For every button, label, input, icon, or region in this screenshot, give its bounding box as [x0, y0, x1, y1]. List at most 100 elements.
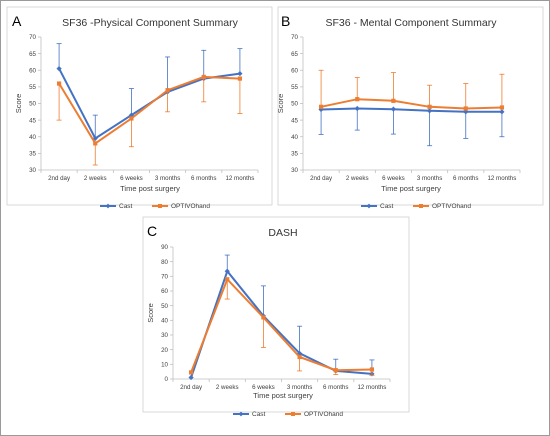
y-tick-label: 55 — [291, 84, 298, 91]
legend-marker — [291, 412, 295, 416]
data-point-marker — [129, 116, 134, 121]
data-point-marker — [296, 350, 303, 356]
legend: Cast OPTIVOhand — [100, 203, 210, 210]
data-point-marker — [333, 368, 338, 373]
data-point-marker — [297, 354, 302, 360]
legend-label: Cast — [119, 203, 133, 210]
legend: Cast OPTIVOhand — [361, 203, 471, 210]
y-tick-label: 50 — [161, 303, 168, 310]
x-tick-label: 2nd day — [48, 175, 71, 182]
panel-letter: C — [147, 223, 157, 239]
data-point-marker — [93, 141, 98, 146]
series-line — [321, 107, 502, 113]
data-point-marker — [224, 268, 230, 274]
panel-frame — [6, 6, 273, 206]
x-tick-label: 6 months — [323, 384, 348, 391]
data-point-marker — [391, 98, 396, 103]
data-point-marker — [463, 106, 468, 111]
panel-frame — [142, 216, 410, 413]
x-axis-label: Time post surgery — [381, 184, 441, 193]
y-tick-label: 80 — [161, 259, 168, 266]
x-tick-label: 2 weeks — [216, 384, 239, 391]
data-point-marker — [188, 370, 194, 375]
data-point-marker — [499, 109, 505, 115]
legend-marker — [158, 204, 162, 208]
data-point-marker — [237, 70, 243, 77]
x-tick-label: 3 months — [287, 384, 312, 391]
series-line — [190, 277, 372, 373]
data-point-marker — [261, 315, 266, 320]
y-tick-label: 35 — [29, 151, 36, 158]
x-tick-label: 2 weeks — [346, 175, 369, 182]
data-point-marker — [237, 76, 243, 81]
data-point-marker — [56, 65, 62, 72]
chart-panel-b: B SF36 - Mental Component Summary 30 35 40 45… — [276, 6, 544, 210]
data-point-marker — [56, 81, 62, 86]
y-tick-label: 45 — [29, 117, 36, 124]
y-tick-label: 40 — [291, 134, 298, 141]
y-tick-label: 90 — [161, 244, 168, 251]
data-point-marker — [354, 105, 360, 112]
x-tick-label: 2 weeks — [84, 175, 107, 182]
x-axis-label: Time post surgery — [253, 391, 313, 400]
legend-marker — [238, 411, 244, 417]
x-tick-label: 3 months — [155, 175, 180, 182]
data-point-marker — [499, 105, 505, 110]
y-tick-label: 65 — [291, 51, 298, 58]
data-point-marker — [165, 88, 170, 93]
chart-panels: A SF36 -Physical Component Summary 30 35 40 4… — [6, 6, 544, 418]
y-tick-label: 20 — [161, 347, 168, 354]
chart-title: SF36 - Mental Component Summary — [326, 17, 498, 29]
panel-letter: B — [281, 13, 290, 29]
y-tick-label: 50 — [291, 101, 298, 108]
y-tick-label: 40 — [29, 134, 36, 141]
chart-panel-a: A SF36 -Physical Component Summary 30 35 40 4… — [6, 6, 273, 210]
y-tick-label: 70 — [29, 34, 36, 41]
legend-label: OPTIVOhand — [304, 411, 343, 418]
data-point-marker — [318, 106, 324, 113]
legend-label: OPTIVOhand — [432, 203, 471, 210]
series-optivohand — [56, 74, 243, 166]
series-line — [58, 75, 240, 145]
legend: Cast OPTIVOhand — [233, 411, 343, 418]
data-point-marker — [355, 97, 360, 102]
legend-marker — [366, 203, 372, 209]
data-point-marker — [426, 108, 433, 114]
y-tick-label: 30 — [291, 167, 298, 174]
y-tick-label: 45 — [291, 117, 298, 124]
x-tick-label: 12 months — [357, 384, 386, 391]
data-point-marker — [369, 367, 375, 372]
y-axis-label: Score — [276, 94, 285, 114]
legend-marker — [419, 204, 423, 208]
x-tick-label: 6 months — [453, 175, 478, 182]
y-tick-label: 35 — [291, 151, 298, 158]
chart-title: SF36 -Physical Component Summary — [62, 17, 238, 29]
legend-marker — [105, 203, 111, 209]
data-point-marker — [427, 104, 432, 109]
legend-label: Cast — [252, 411, 266, 418]
y-tick-label: 0 — [165, 376, 169, 383]
x-tick-label: 2nd day — [310, 175, 333, 182]
x-axis-label: Time post surgery — [120, 184, 180, 193]
legend-label: OPTIVOhand — [171, 203, 210, 210]
x-tick-label: 6 weeks — [252, 384, 275, 391]
y-tick-label: 30 — [29, 167, 36, 174]
series-optivohand — [318, 69, 505, 111]
x-tick-label: 6 weeks — [382, 175, 405, 182]
y-axis-label: Score — [146, 303, 155, 323]
x-tick-label: 12 months — [487, 175, 516, 182]
y-tick-label: 50 — [29, 101, 36, 108]
y-tick-label: 55 — [29, 84, 36, 91]
legend-label: Cast — [380, 203, 394, 210]
y-axis-label: Score — [14, 94, 23, 114]
y-tick-label: 60 — [161, 288, 168, 295]
series-line — [320, 98, 502, 110]
panel-letter: A — [12, 13, 22, 29]
y-tick-label: 60 — [29, 67, 36, 74]
y-tick-label: 40 — [161, 318, 168, 325]
y-tick-label: 10 — [161, 362, 168, 369]
y-tick-label: 65 — [29, 51, 36, 58]
data-point-marker — [188, 374, 194, 381]
chart-title: DASH — [268, 227, 297, 239]
